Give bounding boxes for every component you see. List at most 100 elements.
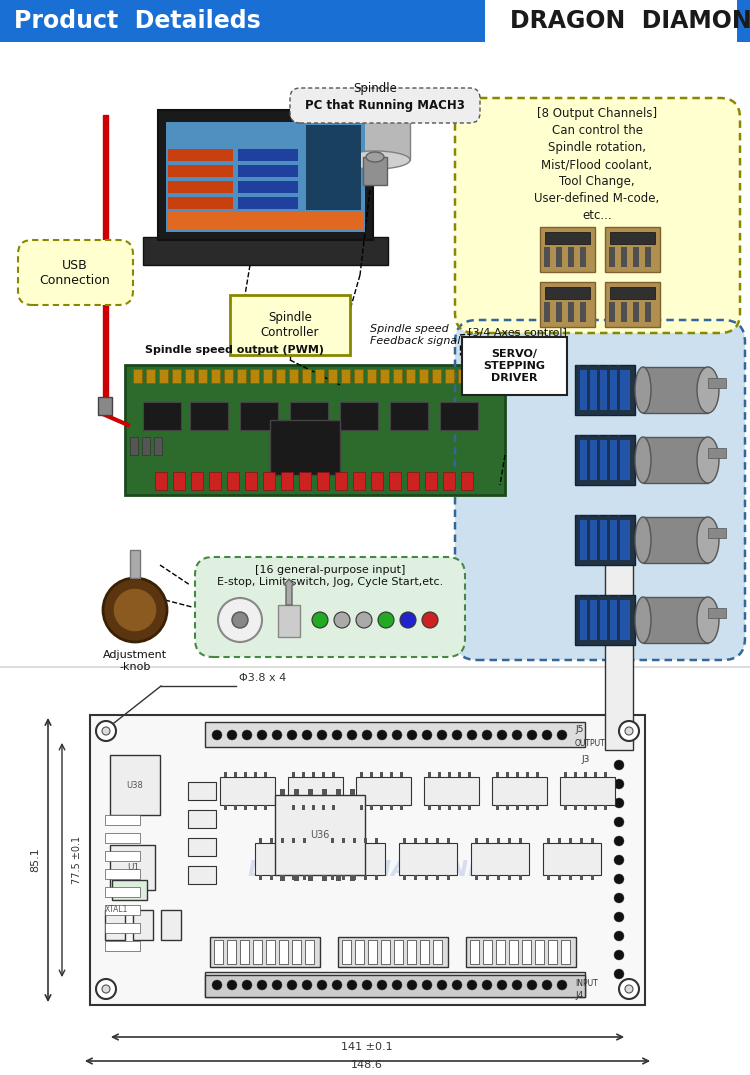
Text: U1: U1 <box>127 863 140 873</box>
Circle shape <box>96 979 116 999</box>
Bar <box>470 940 479 964</box>
Bar <box>406 369 415 383</box>
Circle shape <box>614 760 624 770</box>
Bar <box>188 838 216 856</box>
Bar <box>0 665 750 1075</box>
Bar <box>355 940 364 964</box>
Bar <box>230 295 350 355</box>
Bar <box>708 448 726 458</box>
Bar <box>633 247 639 267</box>
Bar <box>561 940 570 964</box>
Bar <box>336 789 341 796</box>
Bar <box>266 940 275 964</box>
Circle shape <box>512 730 522 740</box>
Bar <box>210 937 320 968</box>
Circle shape <box>102 727 110 735</box>
Circle shape <box>614 855 624 865</box>
Bar <box>254 772 257 777</box>
Bar <box>458 805 461 809</box>
Bar <box>238 197 298 209</box>
Text: J4: J4 <box>575 990 584 1000</box>
Bar <box>238 149 298 161</box>
Bar <box>381 940 390 964</box>
Bar <box>143 236 388 266</box>
Bar <box>475 838 478 843</box>
Bar <box>360 772 363 777</box>
Text: [16 general-purpose input]
E-stop, Limit-switch, Jog, Cycle Start,etc.: [16 general-purpose input] E-stop, Limit… <box>217 565 443 587</box>
Bar <box>403 838 406 843</box>
Bar <box>580 440 630 481</box>
Bar <box>389 472 401 490</box>
Bar <box>168 212 363 230</box>
Text: Spindle: Spindle <box>353 82 397 95</box>
Circle shape <box>542 730 552 740</box>
Bar <box>342 838 345 843</box>
Bar <box>214 940 223 964</box>
Bar <box>205 722 585 747</box>
Circle shape <box>614 931 624 941</box>
Bar <box>597 515 600 565</box>
Bar <box>292 875 295 880</box>
Circle shape <box>96 721 116 741</box>
Circle shape <box>302 980 312 990</box>
Bar <box>220 777 275 805</box>
Bar <box>458 772 461 777</box>
Bar <box>168 149 233 161</box>
Circle shape <box>347 980 357 990</box>
Circle shape <box>614 874 624 884</box>
Bar <box>597 366 600 415</box>
Bar <box>545 287 590 299</box>
Bar <box>338 937 448 968</box>
Ellipse shape <box>697 597 719 643</box>
Bar <box>617 594 620 645</box>
Bar <box>643 438 708 483</box>
Circle shape <box>497 980 507 990</box>
Bar <box>158 110 373 240</box>
Text: 141 ±0.1: 141 ±0.1 <box>341 1042 393 1052</box>
Circle shape <box>482 730 492 740</box>
Text: [3/4 Axes control]: [3/4 Axes control] <box>468 327 567 336</box>
Bar <box>146 369 155 383</box>
Bar <box>259 875 262 880</box>
Bar <box>341 369 350 383</box>
Bar <box>607 366 610 415</box>
Bar <box>597 594 600 645</box>
Ellipse shape <box>697 517 719 563</box>
Bar <box>580 600 630 640</box>
Bar <box>414 838 417 843</box>
Bar <box>610 287 655 299</box>
Bar <box>340 115 410 160</box>
Bar <box>610 232 655 244</box>
Bar <box>205 972 585 997</box>
Bar <box>577 366 580 415</box>
Bar <box>445 369 454 383</box>
Text: Spindle
Controller: Spindle Controller <box>261 311 320 339</box>
Bar <box>580 875 583 880</box>
Circle shape <box>257 980 267 990</box>
Bar <box>331 875 334 880</box>
Bar <box>238 181 298 194</box>
Bar <box>407 940 416 964</box>
Bar <box>617 435 620 485</box>
Bar <box>322 875 327 882</box>
Bar <box>544 247 550 267</box>
Bar <box>580 520 630 560</box>
Bar <box>633 302 639 322</box>
Bar <box>188 866 216 884</box>
Text: INPUT: INPUT <box>575 978 598 988</box>
Circle shape <box>287 730 297 740</box>
Bar <box>400 805 403 809</box>
Bar <box>188 809 216 828</box>
Bar <box>547 838 550 843</box>
Bar <box>607 435 610 485</box>
Circle shape <box>407 980 417 990</box>
Bar <box>575 366 635 415</box>
Bar <box>105 923 140 933</box>
Bar <box>526 772 529 777</box>
Circle shape <box>527 730 537 740</box>
Bar <box>161 911 181 940</box>
Bar <box>154 438 162 455</box>
Bar <box>264 805 267 809</box>
Bar <box>433 940 442 964</box>
Bar <box>143 402 181 430</box>
